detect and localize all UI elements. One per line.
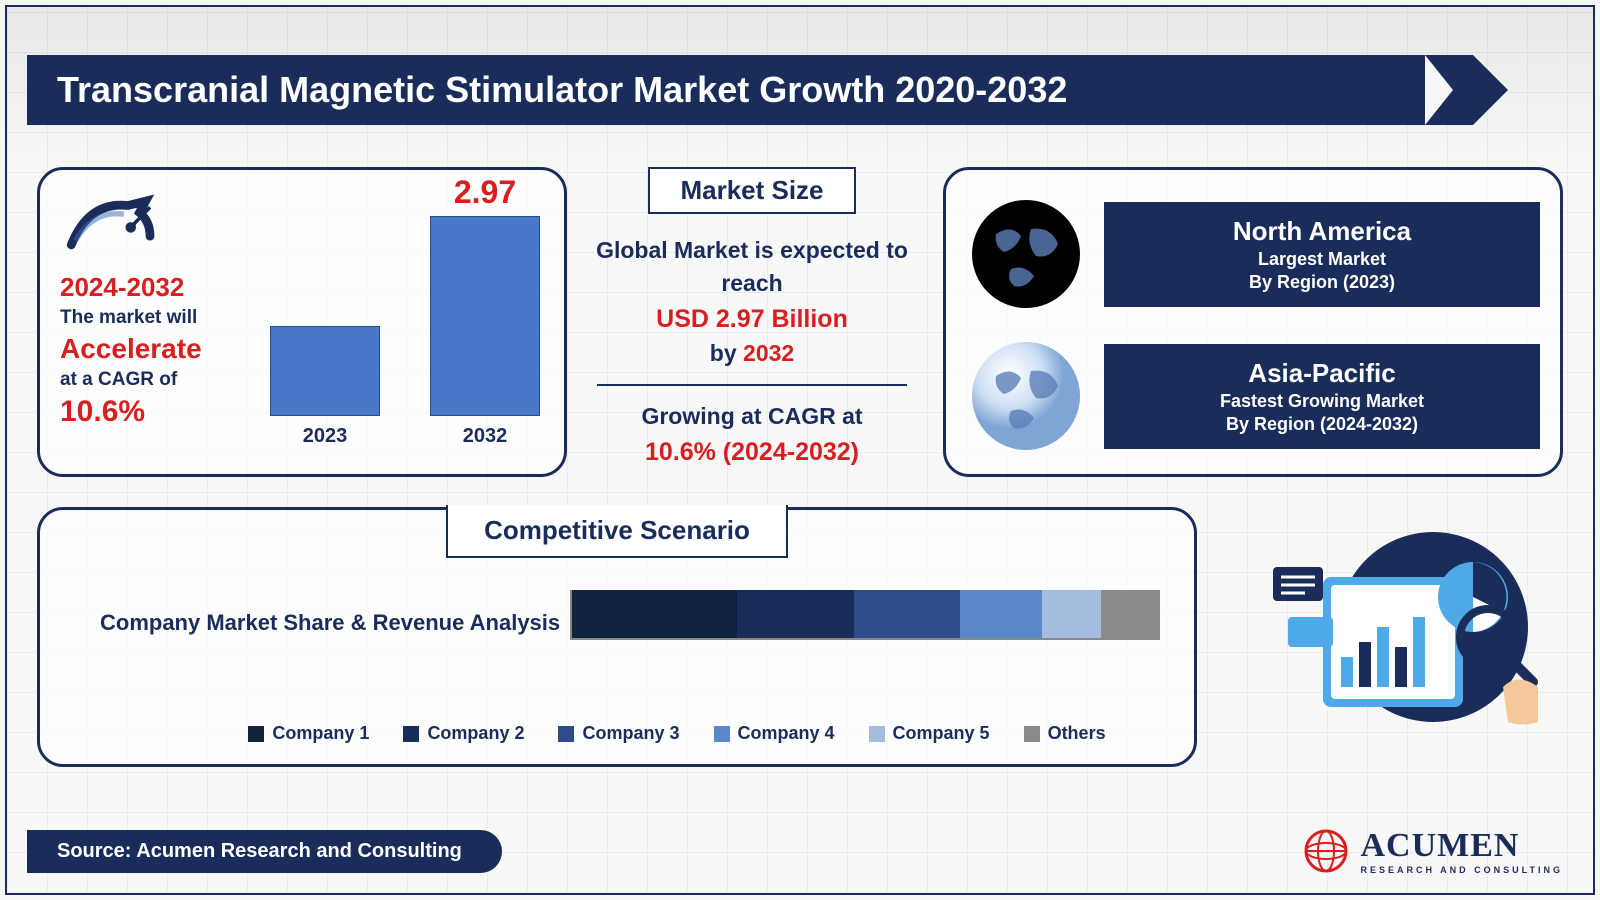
legend-label: Company 5 [893, 723, 990, 744]
region-sub2: By Region (2023) [1124, 272, 1520, 293]
divider [597, 384, 907, 386]
ms-desc: Global Market is expected to reach [587, 234, 917, 301]
growth-bar [430, 216, 540, 416]
growth-cagr: 10.6% [60, 395, 250, 429]
ms-value: USD 2.97 Billion [587, 301, 917, 337]
globe-icon [966, 336, 1086, 456]
legend-label: Company 2 [427, 723, 524, 744]
region-box: North America Largest Market By Region (… [1104, 202, 1540, 307]
legend-swatch [869, 726, 885, 742]
ms-cagr-value: 10.6% (2024-2032) [587, 434, 917, 470]
title-banner: Transcranial Magnetic Stimulator Market … [27, 55, 1473, 125]
region-name: North America [1124, 216, 1520, 247]
legend-label: Company 3 [582, 723, 679, 744]
legend-label: Others [1048, 723, 1106, 744]
growth-panel: 2024-2032 The market will Accelerate at … [37, 167, 567, 477]
region-row: North America Largest Market By Region (… [966, 194, 1540, 314]
legend-item: Company 1 [248, 723, 369, 744]
growth-bar-label: 2032 [430, 425, 540, 448]
legend-swatch [248, 726, 264, 742]
share-segment [1042, 590, 1101, 638]
competitive-panel: Competitive Scenario Company Market Shar… [37, 507, 1197, 767]
share-segment [854, 590, 960, 638]
legend-item: Company 3 [558, 723, 679, 744]
ms-cagr-prefix: Growing at CAGR at [587, 400, 917, 433]
share-segment [737, 590, 855, 638]
share-segment [1101, 590, 1160, 638]
legend-label: Company 4 [738, 723, 835, 744]
legend-item: Company 4 [714, 723, 835, 744]
growth-period: 2024-2032 [60, 272, 250, 303]
share-segment [572, 590, 737, 638]
speedometer-icon [60, 188, 170, 258]
legend-item: Company 2 [403, 723, 524, 744]
banner-chevron-icon [1425, 55, 1453, 125]
growth-accelerate: Accelerate [60, 333, 250, 365]
brand-logo: ACUMEN RESEARCH AND CONSULTING [1302, 827, 1563, 875]
growth-line2: The market will [60, 307, 250, 329]
region-sub2: By Region (2024-2032) [1124, 414, 1520, 435]
market-share-legend: Company 1 Company 2 Company 3 Company 4 Comp… [220, 723, 1134, 744]
globe-icon [966, 194, 1086, 314]
competitive-header: Competitive Scenario [446, 505, 788, 558]
regions-panel: North America Largest Market By Region (… [943, 167, 1563, 477]
ms-year: 2032 [743, 340, 794, 366]
growth-bar-value: 2.97 [430, 174, 540, 211]
legend-item: Others [1024, 723, 1106, 744]
legend-swatch [714, 726, 730, 742]
region-row: Asia-Pacific Fastest Growing Market By R… [966, 336, 1540, 456]
growth-bar [270, 326, 380, 416]
brand-globe-icon [1302, 827, 1350, 875]
legend-swatch [403, 726, 419, 742]
ms-by: by [710, 340, 737, 366]
share-label: Company Market Share & Revenue Analysis [100, 610, 560, 636]
page-title: Transcranial Magnetic Stimulator Market … [57, 69, 1067, 111]
region-sub1: Largest Market [1124, 249, 1520, 270]
growth-bar-label: 2023 [270, 425, 380, 448]
market-share-bar [570, 590, 1160, 640]
growth-bar-chart: 202320322.97 [250, 188, 544, 456]
legend-swatch [1024, 726, 1040, 742]
brand-name: ACUMEN [1360, 827, 1563, 865]
legend-swatch [558, 726, 574, 742]
analytics-illustration-icon [1243, 527, 1543, 747]
region-sub1: Fastest Growing Market [1124, 391, 1520, 412]
market-size-header: Market Size [648, 167, 855, 214]
region-box: Asia-Pacific Fastest Growing Market By R… [1104, 344, 1540, 449]
growth-line4: at a CAGR of [60, 369, 250, 391]
source-pill: Source: Acumen Research and Consulting [27, 830, 502, 873]
brand-tag: RESEARCH AND CONSULTING [1360, 865, 1563, 875]
legend-item: Company 5 [869, 723, 990, 744]
region-name: Asia-Pacific [1124, 358, 1520, 389]
legend-label: Company 1 [272, 723, 369, 744]
market-size-block: Market Size Global Market is expected to… [587, 167, 917, 470]
share-segment [960, 590, 1042, 638]
